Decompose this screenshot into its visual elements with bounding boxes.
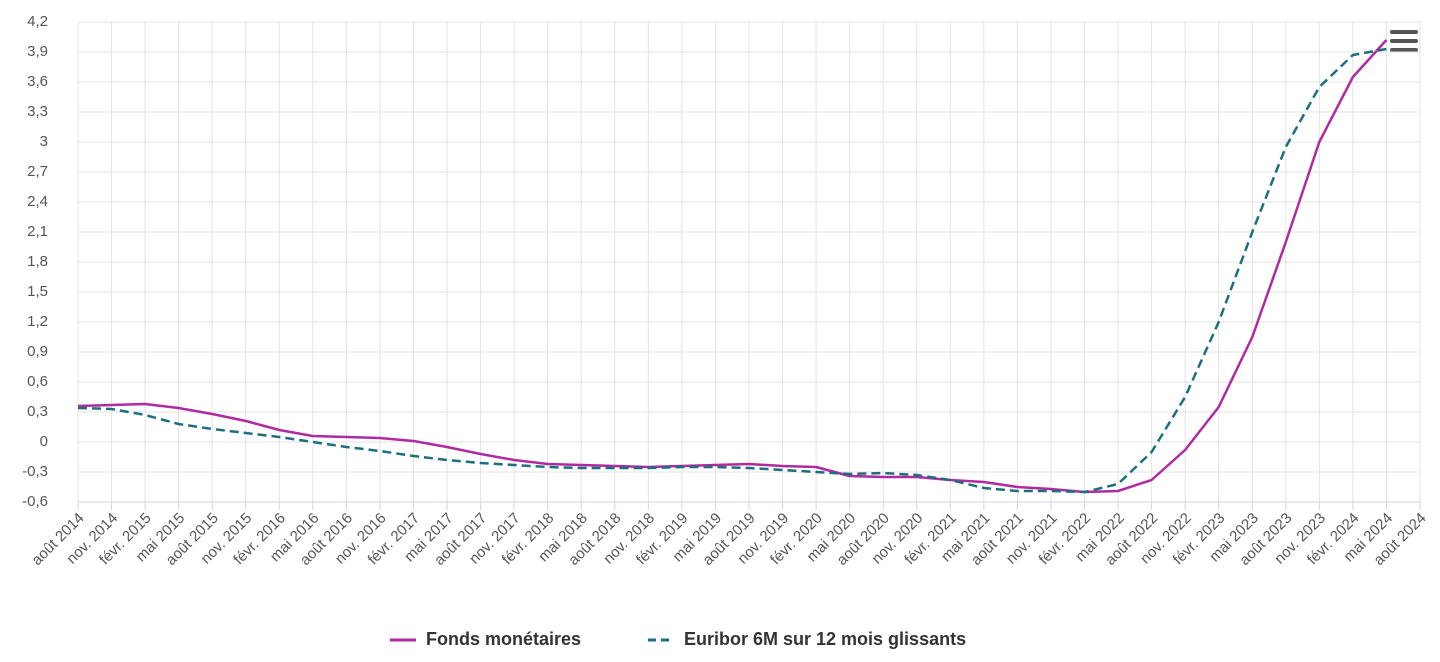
y-tick-label: 0,6	[27, 373, 48, 390]
legend-label: Euribor 6M sur 12 mois glissants	[684, 629, 966, 649]
y-tick-label: 2,4	[27, 193, 48, 210]
y-tick-label: 1,5	[27, 283, 48, 300]
y-tick-label: -0,6	[22, 493, 48, 510]
y-tick-label: 0,9	[27, 343, 48, 360]
legend: Fonds monétaires Euribor 6M sur 12 mois g…	[390, 629, 966, 649]
y-tick-label: 2,1	[27, 223, 48, 240]
y-tick-label: 3,6	[27, 73, 48, 90]
y-tick-label: 0,3	[27, 403, 48, 420]
y-tick-label: 0	[40, 433, 48, 450]
y-tick-label: 1,2	[27, 313, 48, 330]
legend-label: Fonds monétaires	[426, 629, 581, 649]
y-tick-label: -0,3	[22, 463, 48, 480]
y-tick-label: 3	[40, 133, 48, 150]
line-series	[77, 47, 1387, 494]
y-tick-label: 4,2	[27, 13, 48, 30]
y-tick-label: 2,7	[27, 163, 48, 180]
y-tick-label: 1,8	[27, 253, 48, 270]
menu-icon[interactable]	[1390, 30, 1418, 52]
line-series	[77, 39, 1388, 494]
y-tick-label: 3,9	[27, 43, 48, 60]
y-tick-label: 3,3	[27, 103, 48, 120]
